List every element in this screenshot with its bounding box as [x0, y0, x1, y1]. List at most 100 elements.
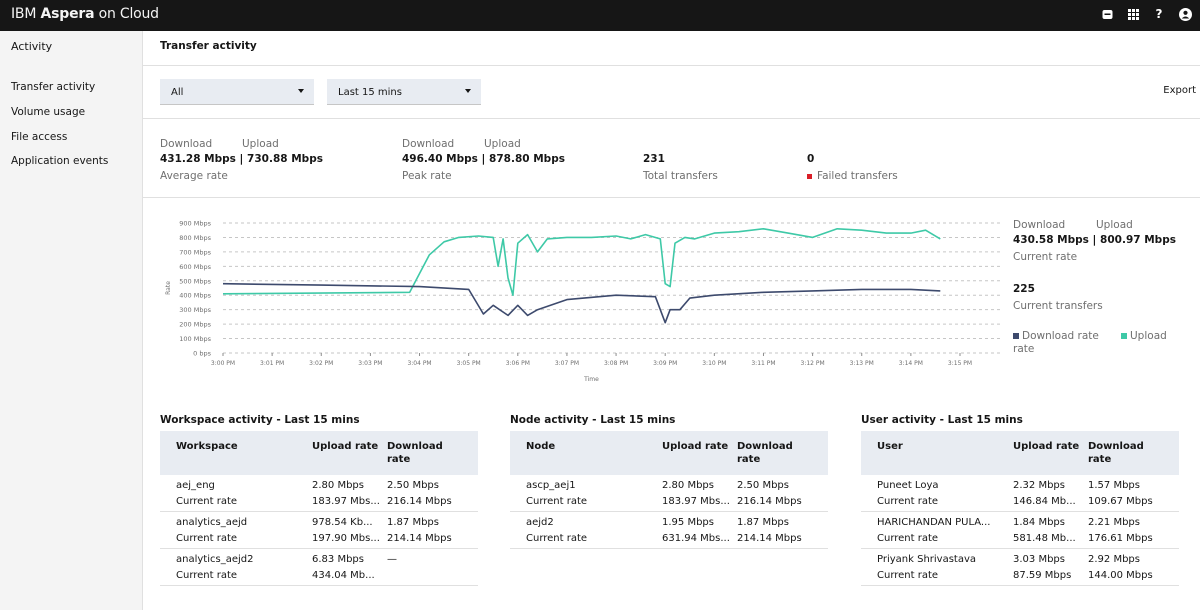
time-range-dropdown[interactable]: Last 15 mins: [327, 79, 481, 105]
row-download-current: 214.14 Mbps: [387, 533, 452, 544]
table-row[interactable]: analytics_aejd2 Current rate 6.83 Mbps 434.…: [160, 549, 478, 586]
row-upload-current: 146.84 Mb...: [1013, 496, 1076, 507]
chevron-down-icon: [465, 89, 471, 93]
x-tick-label: 3:09 PM: [653, 360, 677, 367]
row-download-rate: 2.50 Mbps: [387, 480, 439, 491]
chevron-down-icon: [298, 89, 304, 93]
average-rate-value: 431.28 Mbps | 730.88 Mbps: [160, 153, 323, 165]
row-upload-current: 87.59 Mbps: [1013, 570, 1072, 581]
x-tick-label: 3:08 PM: [604, 360, 628, 367]
column-header-download-line1: Download: [387, 441, 443, 452]
row-upload-current: 183.97 Mbs...: [662, 496, 730, 507]
table-row[interactable]: aej_eng Current rate 2.80 Mbps 183.97 Mbs..…: [160, 475, 478, 512]
total-transfers-label: Total transfers: [643, 170, 718, 182]
y-tick-label: 600 Mbps: [179, 263, 211, 271]
row-download-current: 216.14 Mbps: [737, 496, 802, 507]
row-name: analytics_aejd: [176, 517, 248, 528]
y-tick-label: 800 Mbps: [179, 234, 211, 242]
user-activity-table: User Upload rate Download rate Puneet Loya Cu…: [861, 431, 1179, 586]
row-upload-current: 434.04 Mb...: [312, 570, 375, 581]
upload-series-line: [222, 227, 941, 296]
row-download-rate: 1.87 Mbps: [737, 517, 789, 528]
download-series-line: [222, 282, 941, 324]
row-name: Puneet Loya: [877, 480, 939, 491]
column-header-name[interactable]: Node: [526, 441, 556, 452]
legend-download[interactable]: Download rate: [1013, 330, 1099, 342]
export-link[interactable]: Export: [1163, 85, 1196, 96]
current-upload-label: Upload: [1096, 219, 1133, 231]
x-tick-label: 3:00 PM: [211, 360, 235, 367]
x-tick-label: 3:10 PM: [702, 360, 726, 367]
top-bar: IBM Aspera on Cloud ?: [0, 0, 1200, 31]
sidebar-item-transfer-activity[interactable]: Transfer activity: [11, 81, 96, 93]
row-name: ascp_aej1: [526, 480, 576, 491]
column-header-name[interactable]: Workspace: [176, 441, 238, 452]
user-avatar-icon[interactable]: [1178, 7, 1192, 21]
notification-icon[interactable]: [1100, 7, 1114, 21]
brand-suffix: on Cloud: [98, 6, 159, 22]
table-row[interactable]: Puneet Loya Current rate 2.32 Mbps 146.84 M…: [861, 475, 1179, 512]
sidebar-heading[interactable]: Activity: [11, 40, 53, 53]
current-transfers-value: 225: [1013, 283, 1035, 295]
x-tick-label: 3:02 PM: [309, 360, 333, 367]
row-upload-rate: 2.80 Mbps: [662, 480, 714, 491]
row-name: analytics_aejd2: [176, 554, 254, 565]
row-upload-rate: 6.83 Mbps: [312, 554, 364, 565]
x-tick-label: 3:07 PM: [555, 360, 579, 367]
y-tick-label: 0 bps: [193, 350, 211, 358]
row-subtitle: Current rate: [526, 533, 588, 544]
column-header-download-line2: rate: [387, 454, 411, 465]
x-tick-label: 3:11 PM: [751, 360, 775, 367]
total-transfers-value: 231: [643, 153, 665, 165]
table-row[interactable]: Priyank Shrivastava Current rate 3.03 Mbps…: [861, 549, 1179, 586]
table-header: Workspace Upload rate Download rate: [160, 431, 478, 475]
column-header-download[interactable]: Download rate: [737, 440, 793, 466]
table-header: Node Upload rate Download rate: [510, 431, 828, 475]
y-tick-label: 300 Mbps: [179, 306, 211, 314]
top-icons: ?: [1100, 7, 1192, 21]
column-header-download[interactable]: Download rate: [1088, 440, 1144, 466]
table-row[interactable]: ascp_aej1 Current rate 2.80 Mbps 183.97 Mbs…: [510, 475, 828, 512]
row-upload-rate: 1.95 Mbps: [662, 517, 714, 528]
scope-dropdown[interactable]: All: [160, 79, 314, 105]
failed-transfers-text: Failed transfers: [817, 170, 898, 182]
sidebar-item-file-access[interactable]: File access: [11, 131, 68, 143]
sidebar-item-application-events[interactable]: Application events: [11, 155, 109, 167]
row-upload-rate: 2.32 Mbps: [1013, 480, 1065, 491]
workspace-activity-title: Workspace activity - Last 15 mins: [160, 414, 360, 426]
avg-download-label: Download: [160, 138, 213, 150]
column-header-name[interactable]: User: [877, 441, 903, 452]
row-name: aej_eng: [176, 480, 215, 491]
sidebar: Activity Transfer activity Volume usage …: [0, 31, 143, 610]
legend-upload-label: Upload: [1130, 330, 1167, 342]
row-subtitle: Current rate: [877, 570, 939, 581]
current-download-label: Download: [1013, 219, 1066, 231]
y-tick-label: 700 Mbps: [179, 248, 211, 256]
table-row[interactable]: HARICHANDAN PULA... Current rate 1.84 Mbps…: [861, 512, 1179, 549]
user-activity-title: User activity - Last 15 mins: [861, 414, 1023, 426]
column-header-upload[interactable]: Upload rate: [1013, 441, 1080, 452]
peak-rate-label: Peak rate: [402, 170, 452, 182]
column-header-upload[interactable]: Upload rate: [662, 441, 729, 452]
app-switcher-icon[interactable]: [1126, 7, 1140, 21]
column-header-download[interactable]: Download rate: [387, 440, 443, 466]
row-upload-current: 183.97 Mbs...: [312, 496, 380, 507]
y-tick-label: 400 Mbps: [179, 292, 211, 300]
legend-upload[interactable]: Upload: [1121, 330, 1167, 342]
failed-transfers-label: Failed transfers: [807, 170, 898, 182]
table-row[interactable]: analytics_aejd Current rate 978.54 Kb... 19…: [160, 512, 478, 549]
row-download-rate: 2.50 Mbps: [737, 480, 789, 491]
node-activity-title: Node activity - Last 15 mins: [510, 414, 676, 426]
scope-dropdown-value: All: [171, 87, 184, 98]
x-tick-label: 3:01 PM: [260, 360, 284, 367]
sidebar-item-volume-usage[interactable]: Volume usage: [11, 106, 86, 118]
y-tick-label: 200 Mbps: [179, 321, 211, 329]
app-logo[interactable]: IBM Aspera on Cloud: [11, 6, 159, 22]
column-header-upload[interactable]: Upload rate: [312, 441, 379, 452]
table-row[interactable]: aejd2 Current rate 1.95 Mbps 631.94 Mbs... 1…: [510, 512, 828, 549]
x-tick-label: 3:15 PM: [948, 360, 972, 367]
y-tick-label: 500 Mbps: [179, 277, 211, 285]
chart-svg: 0 bps 100 Mbps 200 Mbps 300 Mbps 400 Mbps 500…: [165, 220, 1000, 383]
row-download-rate: 1.87 Mbps: [387, 517, 439, 528]
help-icon[interactable]: ?: [1155, 7, 1163, 21]
